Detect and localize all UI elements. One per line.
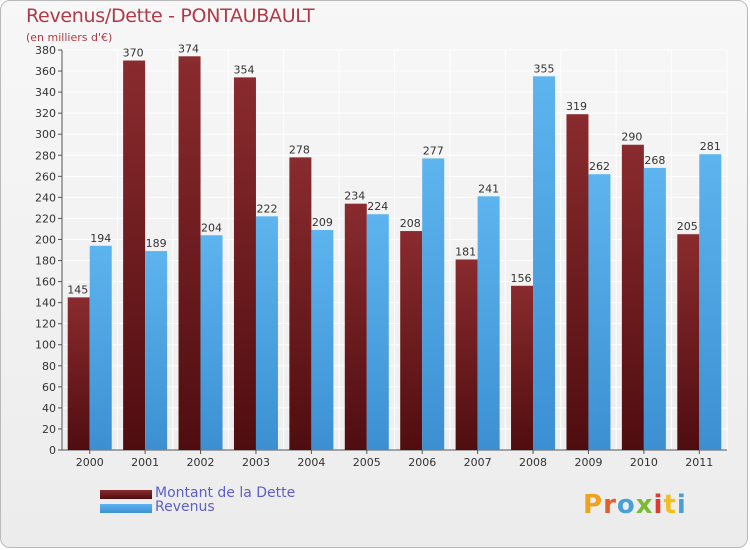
proxiti-logo: Proxiti xyxy=(583,490,687,520)
data-label-debt: 205 xyxy=(677,220,698,233)
x-tick-label: 2007 xyxy=(464,456,492,469)
y-tick-label: 180 xyxy=(35,255,56,268)
bar-revenus xyxy=(533,76,556,450)
bar-debt xyxy=(400,231,423,450)
y-tick-label: 220 xyxy=(35,212,56,225)
data-label-debt: 145 xyxy=(67,283,88,296)
y-tick-label: 260 xyxy=(35,170,56,183)
bar-revenus xyxy=(699,154,722,451)
data-label-debt: 181 xyxy=(455,245,476,258)
y-tick-label: 360 xyxy=(35,65,56,78)
y-tick-label: 240 xyxy=(35,191,56,204)
x-tick-label: 2008 xyxy=(519,456,547,469)
y-tick-label: 120 xyxy=(35,318,56,331)
y-tick-label: 0 xyxy=(49,444,56,457)
bar-debt xyxy=(566,114,589,451)
legend-label-revenus: Revenus xyxy=(155,499,215,515)
x-tick-label: 2005 xyxy=(353,456,381,469)
bar-revenus xyxy=(477,196,500,450)
legend-label-debt: Montant de la Dette xyxy=(155,485,296,501)
y-tick-label: 160 xyxy=(35,276,56,289)
x-tick-label: 2000 xyxy=(76,456,104,469)
data-label-revenus: 277 xyxy=(423,144,444,157)
x-tick-label: 2001 xyxy=(131,456,159,469)
data-label-revenus: 189 xyxy=(146,237,167,250)
y-tick-label: 80 xyxy=(42,360,56,373)
bar-revenus xyxy=(366,214,389,450)
chart-subtitle: (en milliers d'€) xyxy=(26,31,113,44)
data-label-debt: 290 xyxy=(621,131,642,144)
y-tick-label: 200 xyxy=(35,233,56,246)
data-label-debt: 156 xyxy=(511,272,532,285)
y-tick-label: 320 xyxy=(35,107,56,120)
logo-letter: P xyxy=(583,490,604,520)
bar-revenus xyxy=(145,251,168,450)
bar-debt xyxy=(123,60,146,451)
data-label-debt: 370 xyxy=(123,47,144,60)
bar-revenus xyxy=(89,245,112,450)
data-label-revenus: 268 xyxy=(644,154,665,167)
x-tick-label: 2006 xyxy=(408,456,436,469)
bar-debt xyxy=(621,144,644,450)
bar-debt xyxy=(677,234,700,450)
y-tick-label: 100 xyxy=(35,339,56,352)
x-tick-label: 2002 xyxy=(187,456,215,469)
bar-revenus xyxy=(422,158,445,450)
y-tick-label: 20 xyxy=(42,423,56,436)
data-label-revenus: 262 xyxy=(589,160,610,173)
y-tick-label: 300 xyxy=(35,128,56,141)
y-tick-label: 340 xyxy=(35,86,56,99)
data-label-revenus: 194 xyxy=(90,232,111,245)
data-label-debt: 374 xyxy=(178,42,199,55)
x-tick-label: 2010 xyxy=(630,456,658,469)
x-tick-label: 2011 xyxy=(685,456,713,469)
y-tick-label: 140 xyxy=(35,297,56,310)
x-tick-label: 2004 xyxy=(297,456,325,469)
bar-debt xyxy=(344,203,367,450)
chart-title: Revenus/Dette - PONTAUBAULT xyxy=(26,5,315,27)
bar-debt xyxy=(178,56,201,450)
data-label-revenus: 204 xyxy=(201,221,222,234)
x-tick-label: 2003 xyxy=(242,456,270,469)
x-tick-label: 2009 xyxy=(574,456,602,469)
logo-letter: r xyxy=(603,490,617,520)
bar-revenus xyxy=(643,167,666,451)
legend-swatch-debt xyxy=(100,490,152,499)
data-label-revenus: 281 xyxy=(700,140,721,153)
y-tick-label: 60 xyxy=(42,381,56,394)
data-label-revenus: 224 xyxy=(367,200,388,213)
bar-debt xyxy=(455,259,478,450)
logo-letter: t xyxy=(663,490,677,520)
data-label-revenus: 209 xyxy=(312,216,333,229)
logo-letter: i xyxy=(653,490,664,520)
bar-debt xyxy=(511,285,534,450)
logo-letter: i xyxy=(676,490,687,520)
bar-debt xyxy=(289,157,312,451)
logo-letter: o xyxy=(616,490,636,520)
logo-letter: x xyxy=(635,490,654,520)
bar-revenus xyxy=(311,230,334,450)
data-label-revenus: 222 xyxy=(256,202,277,215)
data-label-debt: 234 xyxy=(344,190,365,203)
y-tick-label: 40 xyxy=(42,402,56,415)
bar-debt xyxy=(67,297,90,450)
y-tick-label: 380 xyxy=(35,44,56,57)
data-label-debt: 278 xyxy=(289,143,310,156)
data-label-debt: 208 xyxy=(400,217,421,230)
data-label-revenus: 355 xyxy=(534,62,555,75)
data-label-debt: 354 xyxy=(233,63,254,76)
legend-swatch-revenus xyxy=(100,504,152,513)
bar-revenus xyxy=(255,216,278,450)
bar-revenus xyxy=(588,174,611,451)
data-label-revenus: 241 xyxy=(478,182,499,195)
bar-debt xyxy=(233,77,256,451)
data-label-debt: 319 xyxy=(566,100,587,113)
y-tick-label: 280 xyxy=(35,149,56,162)
bar-revenus xyxy=(200,235,223,450)
